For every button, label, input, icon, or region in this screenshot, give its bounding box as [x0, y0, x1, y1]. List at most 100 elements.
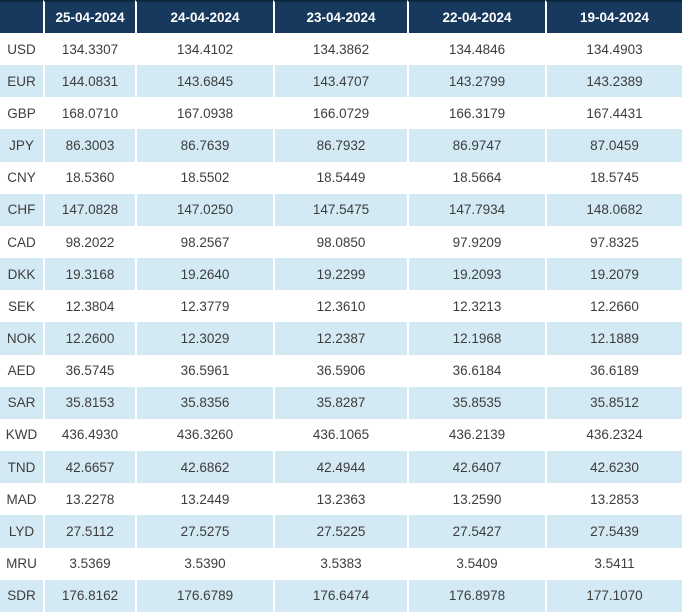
rate-value: 27.5427: [407, 515, 545, 548]
rate-value: 35.8287: [273, 386, 407, 419]
rate-value: 27.5439: [545, 515, 682, 548]
rate-value: 97.9209: [407, 225, 545, 259]
rate-value: 13.2363: [273, 483, 407, 516]
rate-value: 12.1968: [407, 322, 545, 355]
column-header-date: 22-04-2024: [407, 0, 545, 33]
rate-value: 148.0682: [545, 193, 682, 226]
table-row: JPY 86.3003 86.7639 86.7932 86.9747 87.0459: [0, 129, 682, 162]
rate-value: 436.4930: [43, 418, 135, 452]
table-row: CAD 98.2022 98.2567 98.0850 97.9209 97.8325: [0, 225, 682, 259]
rate-value: 27.5112: [43, 515, 135, 548]
rate-value: 19.2640: [135, 258, 273, 291]
rate-value: 143.4707: [273, 65, 407, 98]
rate-value: 168.0710: [43, 97, 135, 130]
rate-value: 35.8512: [545, 386, 682, 419]
table-row: USD 134.3307 134.4102 134.3862 134.4846 134.4…: [0, 33, 682, 66]
corner-cell: [0, 0, 43, 33]
rate-value: 98.2022: [43, 225, 135, 259]
rate-value: 3.5383: [273, 547, 407, 580]
rate-value: 166.3179: [407, 97, 545, 130]
rate-value: 86.9747: [407, 129, 545, 162]
rate-value: 143.2799: [407, 65, 545, 98]
rate-value: 12.2387: [273, 322, 407, 355]
rate-value: 19.3168: [43, 258, 135, 291]
table-header: 25-04-2024 24-04-2024 23-04-2024 22-04-2…: [0, 0, 682, 33]
rate-value: 86.7932: [273, 129, 407, 162]
rate-value: 3.5369: [43, 547, 135, 580]
currency-code: NOK: [0, 322, 43, 355]
rate-value: 13.2449: [135, 483, 273, 516]
rate-value: 147.0250: [135, 193, 273, 226]
rate-value: 134.3862: [273, 33, 407, 66]
rate-value: 86.7639: [135, 129, 273, 162]
rate-value: 42.6407: [407, 451, 545, 484]
rate-value: 176.6789: [135, 579, 273, 612]
rate-value: 36.5961: [135, 354, 273, 387]
rate-value: 18.5664: [407, 161, 545, 194]
currency-code: TND: [0, 451, 43, 484]
rate-value: 177.1070: [545, 579, 682, 612]
rate-value: 12.3779: [135, 290, 273, 323]
rate-value: 42.6657: [43, 451, 135, 484]
rate-value: 19.2299: [273, 258, 407, 291]
rate-value: 42.6862: [135, 451, 273, 484]
currency-code: MRU: [0, 547, 43, 580]
rate-value: 12.3610: [273, 290, 407, 323]
currency-code: GBP: [0, 97, 43, 130]
rate-value: 18.5502: [135, 161, 273, 194]
rate-value: 36.6184: [407, 354, 545, 387]
rate-value: 19.2079: [545, 258, 682, 291]
currency-code: MAD: [0, 483, 43, 516]
currency-code: JPY: [0, 129, 43, 162]
rate-value: 176.6474: [273, 579, 407, 612]
currency-code: KWD: [0, 418, 43, 452]
rate-value: 436.3260: [135, 418, 273, 452]
rate-value: 18.5360: [43, 161, 135, 194]
rate-value: 3.5409: [407, 547, 545, 580]
table-row: MAD 13.2278 13.2449 13.2363 13.2590 13.2853: [0, 483, 682, 516]
rate-value: 86.3003: [43, 129, 135, 162]
rate-value: 18.5745: [545, 161, 682, 194]
column-header-date: 19-04-2024: [545, 0, 682, 33]
table-row: SAR 35.8153 35.8356 35.8287 35.8535 35.8512: [0, 386, 682, 419]
rate-value: 12.2660: [545, 290, 682, 323]
rate-value: 27.5225: [273, 515, 407, 548]
table-row: CHF 147.0828 147.0250 147.5475 147.7934 148.0…: [0, 193, 682, 226]
rate-value: 13.2278: [43, 483, 135, 516]
table-row: SEK 12.3804 12.3779 12.3610 12.3213 12.2660: [0, 290, 682, 323]
rate-value: 35.8535: [407, 386, 545, 419]
rate-value: 147.5475: [273, 193, 407, 226]
currency-code: EUR: [0, 65, 43, 98]
table-row: CNY 18.5360 18.5502 18.5449 18.5664 18.5745: [0, 161, 682, 194]
rate-value: 42.4944: [273, 451, 407, 484]
rate-value: 143.6845: [135, 65, 273, 98]
rate-value: 3.5390: [135, 547, 273, 580]
rate-value: 134.4903: [545, 33, 682, 66]
column-header-date: 23-04-2024: [273, 0, 407, 33]
rate-value: 87.0459: [545, 129, 682, 162]
rate-value: 19.2093: [407, 258, 545, 291]
column-header-date: 25-04-2024: [43, 0, 135, 33]
rate-value: 35.8153: [43, 386, 135, 419]
currency-code: SAR: [0, 386, 43, 419]
currency-code: SEK: [0, 290, 43, 323]
currency-code: CHF: [0, 193, 43, 226]
rate-value: 147.0828: [43, 193, 135, 226]
table-row: DKK 19.3168 19.2640 19.2299 19.2093 19.2079: [0, 258, 682, 291]
rate-value: 134.4846: [407, 33, 545, 66]
rate-value: 436.2139: [407, 418, 545, 452]
rate-value: 436.1065: [273, 418, 407, 452]
currency-code: DKK: [0, 258, 43, 291]
rate-value: 18.5449: [273, 161, 407, 194]
rate-value: 36.5906: [273, 354, 407, 387]
currency-code: LYD: [0, 515, 43, 548]
currency-code: SDR: [0, 579, 43, 612]
table-body: USD 134.3307 134.4102 134.3862 134.4846 134.4…: [0, 33, 682, 612]
table-row: EUR 144.0831 143.6845 143.4707 143.2799 143.2…: [0, 65, 682, 98]
table-row: AED 36.5745 36.5961 36.5906 36.6184 36.6189: [0, 354, 682, 387]
rate-value: 3.5411: [545, 547, 682, 580]
table-row: NOK 12.2600 12.3029 12.2387 12.1968 12.1889: [0, 322, 682, 355]
header-row: 25-04-2024 24-04-2024 23-04-2024 22-04-2…: [0, 0, 682, 33]
rate-value: 13.2590: [407, 483, 545, 516]
